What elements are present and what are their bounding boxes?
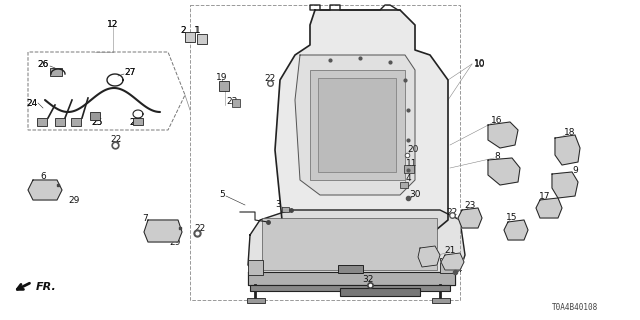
Bar xyxy=(250,285,450,291)
Bar xyxy=(90,112,100,120)
Polygon shape xyxy=(488,122,518,148)
Polygon shape xyxy=(28,180,62,200)
Text: 32: 32 xyxy=(362,276,374,284)
Text: 25: 25 xyxy=(92,117,102,126)
Bar xyxy=(440,258,455,273)
Bar xyxy=(219,81,229,91)
Text: 28: 28 xyxy=(129,117,141,126)
Text: 16: 16 xyxy=(492,116,503,124)
Polygon shape xyxy=(555,135,580,165)
Text: 27: 27 xyxy=(124,68,136,76)
Bar xyxy=(432,298,450,303)
Text: 3: 3 xyxy=(275,199,281,209)
Bar xyxy=(318,78,396,172)
Bar xyxy=(190,5,460,300)
Text: 28: 28 xyxy=(129,117,141,126)
Bar xyxy=(197,34,207,44)
Text: 6: 6 xyxy=(40,172,46,180)
Bar xyxy=(133,118,143,125)
Polygon shape xyxy=(536,198,562,218)
Bar xyxy=(338,265,363,273)
Bar xyxy=(50,68,62,76)
Text: 4: 4 xyxy=(405,173,411,182)
Bar xyxy=(310,70,405,180)
Bar xyxy=(71,118,81,126)
Text: 22: 22 xyxy=(264,74,276,83)
Text: 1: 1 xyxy=(195,26,201,35)
Text: 1: 1 xyxy=(194,26,200,35)
Text: 22: 22 xyxy=(446,207,458,217)
Text: 23: 23 xyxy=(227,97,237,106)
Bar xyxy=(282,207,289,212)
Text: 14: 14 xyxy=(452,266,464,275)
Text: 22: 22 xyxy=(195,223,205,233)
Text: 10: 10 xyxy=(474,59,486,68)
Text: 7: 7 xyxy=(142,213,148,222)
Text: T0A4B40108: T0A4B40108 xyxy=(552,303,598,312)
Polygon shape xyxy=(144,220,182,242)
Polygon shape xyxy=(418,246,440,267)
Bar xyxy=(247,298,265,303)
Polygon shape xyxy=(295,55,415,195)
Text: 29: 29 xyxy=(170,237,180,246)
Text: 27: 27 xyxy=(124,68,136,76)
Polygon shape xyxy=(458,208,482,228)
Bar xyxy=(185,32,195,42)
Bar xyxy=(404,165,414,173)
Polygon shape xyxy=(488,158,520,185)
Text: 31: 31 xyxy=(352,255,364,265)
Polygon shape xyxy=(441,253,464,270)
Text: 2: 2 xyxy=(180,26,186,35)
Polygon shape xyxy=(248,272,455,285)
Text: 22: 22 xyxy=(110,134,122,143)
Bar xyxy=(37,118,47,126)
Polygon shape xyxy=(248,210,465,278)
Bar xyxy=(232,99,240,107)
Text: 26: 26 xyxy=(37,60,49,68)
Bar xyxy=(262,218,437,270)
Bar xyxy=(248,260,263,275)
Text: 2: 2 xyxy=(180,26,186,35)
Text: 26: 26 xyxy=(37,60,49,68)
Text: 24: 24 xyxy=(26,99,38,108)
Text: 23: 23 xyxy=(464,201,476,210)
Polygon shape xyxy=(275,10,448,240)
Text: 17: 17 xyxy=(540,191,551,201)
Text: 18: 18 xyxy=(564,127,576,137)
Text: 29: 29 xyxy=(68,196,80,204)
Text: 20: 20 xyxy=(407,145,419,154)
Text: 30: 30 xyxy=(409,189,420,198)
Polygon shape xyxy=(552,172,578,198)
Text: 5: 5 xyxy=(219,189,225,198)
Text: 12: 12 xyxy=(108,20,118,28)
Text: 13: 13 xyxy=(416,239,428,249)
Bar xyxy=(400,182,408,188)
Text: 11: 11 xyxy=(406,158,418,167)
Text: 10: 10 xyxy=(474,60,486,68)
Bar xyxy=(340,288,420,296)
Bar xyxy=(55,118,65,126)
Text: 19: 19 xyxy=(216,73,228,82)
Text: 9: 9 xyxy=(572,165,578,174)
Text: 21: 21 xyxy=(444,245,456,254)
Text: 8: 8 xyxy=(494,151,500,161)
Text: 15: 15 xyxy=(506,212,518,221)
Text: 12: 12 xyxy=(108,20,118,28)
Polygon shape xyxy=(504,220,528,240)
Text: 25: 25 xyxy=(92,117,102,126)
Text: FR.: FR. xyxy=(36,282,57,292)
Text: 24: 24 xyxy=(26,99,38,108)
